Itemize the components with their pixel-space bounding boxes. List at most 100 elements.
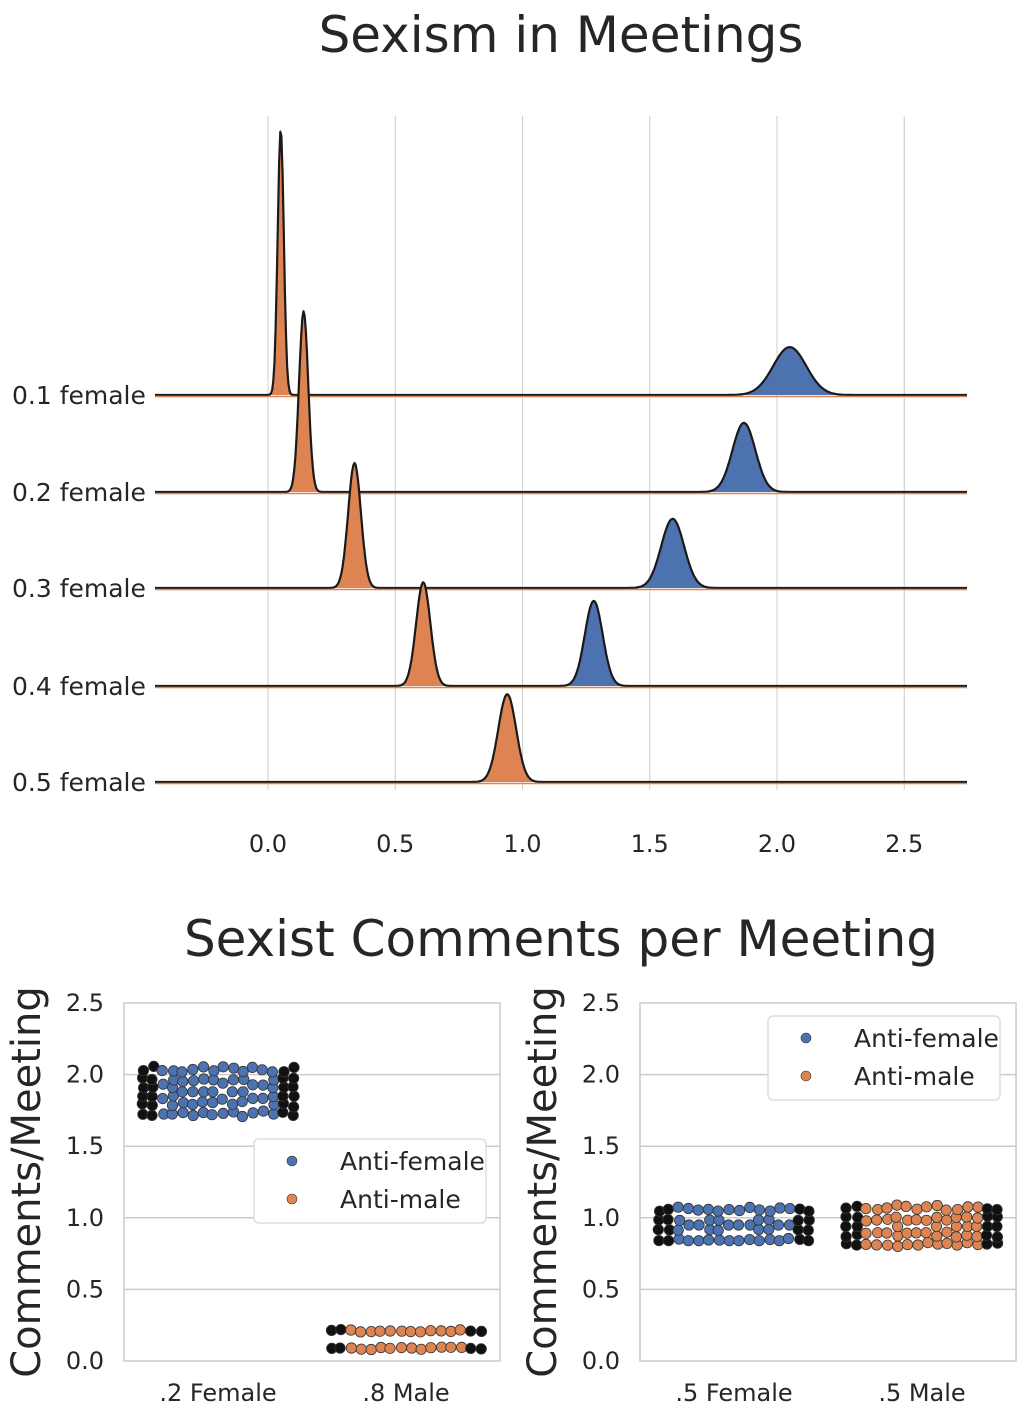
swarm-point [475, 1343, 487, 1355]
swarm-point [951, 1204, 964, 1216]
legend-anti-male-marker [286, 1193, 298, 1205]
ridge-x-tick-label: 0.0 [249, 830, 287, 858]
swarm-point [406, 1342, 418, 1354]
swarm-point [931, 1211, 943, 1224]
swarm-point [692, 1204, 704, 1216]
ridge-anti-female-density [695, 422, 792, 492]
swarm-point [465, 1342, 477, 1355]
ridge-row-label: 0.2 female [12, 478, 146, 507]
legend-anti-female-marker [800, 1032, 812, 1044]
legend-box [767, 1015, 1001, 1101]
swarm-y-tick-label: 1.5 [66, 1132, 104, 1160]
swarm-point [743, 1234, 756, 1246]
swarm-point [752, 1214, 765, 1226]
swarm-point [753, 1235, 765, 1247]
swarm-point [890, 1211, 902, 1223]
ridge-row: 0.4 female [12, 581, 967, 701]
swarm-point [146, 1073, 158, 1086]
swarm-y-tick-label: 2.5 [582, 989, 620, 1017]
ridge-x-tick-label: 0.5 [376, 830, 414, 858]
swarm-point [227, 1098, 239, 1110]
swarm-point [208, 1065, 220, 1077]
swarm-y-tick-label: 2.5 [66, 989, 104, 1017]
ridge-x-tick-label: 2.5 [885, 830, 923, 858]
swarm-point [237, 1065, 249, 1078]
swarm-point [156, 1065, 168, 1077]
swarm-point [374, 1325, 386, 1337]
swarm-point [187, 1086, 199, 1098]
swarm-point [881, 1227, 893, 1239]
swarm-point [227, 1074, 239, 1086]
swarm-y-tick-label: 0.5 [66, 1275, 104, 1303]
swarm-point [881, 1202, 893, 1214]
anti-female-swarm [652, 1201, 815, 1247]
swarm-point [395, 1342, 408, 1354]
swarm-point [991, 1231, 1004, 1243]
swarm-point [187, 1098, 199, 1111]
legend-box [253, 1138, 487, 1224]
ridgeline-gridlines [267, 116, 905, 790]
swarm-legend: Anti-female Anti-male [253, 1138, 487, 1224]
swarm-point [772, 1219, 785, 1231]
swarm-y-tick-label: 0.0 [66, 1347, 104, 1375]
swarm-point [860, 1227, 872, 1239]
swarm-point [912, 1239, 924, 1251]
swarm-point [962, 1201, 974, 1213]
ridge-row: 0.3 female [12, 461, 967, 603]
swarm-point [783, 1219, 796, 1231]
swarm-point [177, 1107, 189, 1119]
swarm-point [345, 1324, 357, 1336]
swarm-point [256, 1064, 268, 1076]
ridge-anti-male-density [469, 694, 545, 782]
swarm-point [176, 1086, 188, 1098]
ridge-anti-male-density [393, 582, 454, 686]
swarm-point [435, 1341, 448, 1353]
swarm-point [345, 1342, 357, 1354]
swarm-point [454, 1324, 466, 1336]
swarm-point [860, 1238, 872, 1251]
swarm-x-tick-label: .5 Female [675, 1379, 792, 1407]
swarm-point [207, 1096, 219, 1109]
legend-anti-male-label: Anti-male [854, 1062, 975, 1091]
swarm-plot-left: 0.0 0.5 1.0 1.5 2.0 2.5 Comments/Meeting .2 Fem… [4, 986, 501, 1407]
swarm-point [236, 1096, 248, 1108]
swarm-point [891, 1199, 903, 1211]
ridge-outline [155, 581, 967, 688]
swarm-point [266, 1066, 278, 1078]
ridge-row-label: 0.3 female [12, 574, 146, 603]
swarm-point [723, 1235, 735, 1247]
swarm-y-tick-label: 0.5 [582, 1275, 620, 1303]
swarm-point [901, 1227, 913, 1239]
swarm-point [672, 1224, 684, 1236]
ridge-row-label: 0.4 female [12, 672, 146, 701]
swarm-point [246, 1061, 258, 1074]
swarm-point [840, 1202, 852, 1214]
ridge-row: 0.2 female [12, 310, 967, 507]
swarm-point [188, 1075, 200, 1087]
swarm-point [774, 1202, 786, 1214]
swarm-point [137, 1065, 149, 1077]
ridge-x-tick-label: 1.5 [631, 830, 669, 858]
swarm-y-axis-label: Comments/Meeting [520, 986, 566, 1378]
swarm-point [652, 1224, 664, 1236]
swarm-point [287, 1072, 300, 1084]
swarm-point [464, 1325, 477, 1337]
swarm-point [802, 1224, 814, 1236]
swarm-point [267, 1108, 280, 1120]
ridge-row: 0.5 female [12, 693, 967, 797]
swarm-point [941, 1226, 953, 1238]
swarm-point [840, 1231, 852, 1243]
swarm-point [653, 1235, 665, 1247]
swarm-point [911, 1203, 923, 1215]
swarm-x-tick-label: .5 Male [878, 1379, 965, 1407]
swarm-point [713, 1234, 726, 1246]
ridgeline-rows: 0.1 female 0.2 female 0.3 female 0.4 female… [12, 129, 967, 797]
ridge-anti-male-density [327, 463, 382, 588]
swarm-point [146, 1090, 158, 1103]
swarm-point [871, 1214, 883, 1226]
ridge-anti-female-density [720, 347, 860, 395]
swarm-point [177, 1075, 189, 1088]
legend-anti-female-marker [286, 1155, 298, 1167]
swarm-point [384, 1342, 396, 1354]
